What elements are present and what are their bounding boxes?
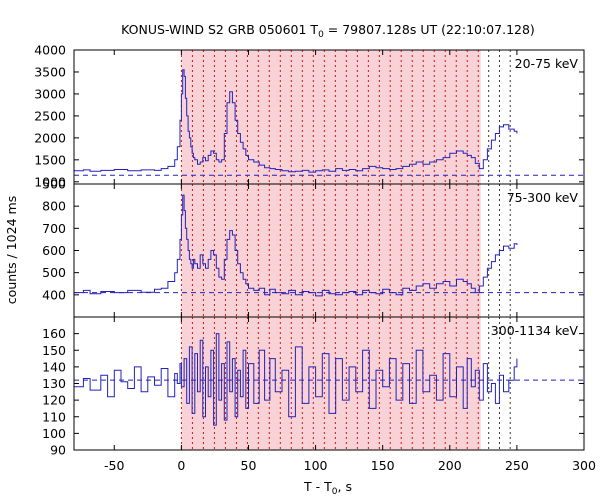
y-tick-label: 160 [42, 326, 66, 341]
shaded-interval [181, 317, 481, 450]
y-tick-label: 2500 [34, 108, 66, 123]
shaded-interval [181, 184, 481, 317]
y-tick-label: 500 [42, 265, 66, 280]
y-tick-label: 400 [42, 287, 66, 302]
chart-title-main: KONUS-WIND S2 GRB 050601 T [121, 22, 318, 37]
y-tick-label: 100 [42, 426, 66, 441]
y-tick-label: 140 [42, 359, 66, 374]
panel-2: 400 500 600 700 800 500 75-300 keV [42, 177, 585, 318]
x-axis-label: T - T0, s [303, 479, 352, 497]
x-axis-label-main: T - T [303, 479, 332, 494]
lightcurve-series [74, 333, 518, 426]
lightcurve-series [74, 194, 518, 297]
panels-group: 1000 1500 2000 2500 3000 3500 4000 20-75 keV 400… [34, 43, 585, 458]
y-tick-label: 150 [42, 343, 66, 358]
x-tick-label: -50 [104, 458, 124, 473]
panel-energy-label: 20-75 keV [515, 56, 579, 71]
chart-title-subscript: 0 [318, 30, 324, 40]
y-tick-label: 4000 [34, 43, 66, 58]
x-tick-label: 50 [241, 458, 257, 473]
y-tick-label: 3000 [34, 86, 66, 101]
y-tick-label: 1000 [34, 174, 66, 189]
panel-energy-label: 75-300 keV [507, 190, 579, 205]
x-tick-label: 250 [505, 458, 529, 473]
y-tick-label: 2000 [34, 130, 66, 145]
y-tick-label: 3500 [34, 64, 66, 79]
y-axis-label: counts / 1024 ms [4, 196, 19, 304]
y-tick-label: 600 [42, 243, 66, 258]
y-tick-label: 800 [42, 199, 66, 214]
panel-1: 1000 1500 2000 2500 3000 3500 4000 20-75 keV [34, 43, 585, 189]
x-axis-label-subscript: 0 [332, 487, 338, 497]
shaded-interval [181, 50, 481, 184]
x-axis-label-rest: , s [338, 479, 352, 494]
x-tick-label: 200 [438, 458, 462, 473]
y-tick-label: 500 [42, 177, 66, 192]
y-tick-label: 700 [42, 221, 66, 236]
y-tick-label: 120 [42, 393, 66, 408]
lightcurve-series [74, 69, 518, 173]
x-tick-label: 0 [177, 458, 185, 473]
x-tick-label: 300 [572, 458, 596, 473]
y-tick-label: 1500 [34, 152, 66, 167]
y-tick-label: 110 [42, 409, 66, 424]
panel-energy-label: 300-1134 keV [491, 323, 579, 338]
chart-title-rest: = 79807.128s UT (22:10:07.128) [324, 22, 535, 37]
chart-title: KONUS-WIND S2 GRB 050601 T0 = 79807.128s… [121, 22, 535, 40]
y-tick-label: 90 [50, 443, 66, 458]
x-tick-label: 100 [304, 458, 328, 473]
y-tick-label: 130 [42, 376, 66, 391]
x-axis-ticks: -50 0 50 100 150 200 250 300 [104, 458, 596, 473]
x-tick-label: 150 [371, 458, 395, 473]
